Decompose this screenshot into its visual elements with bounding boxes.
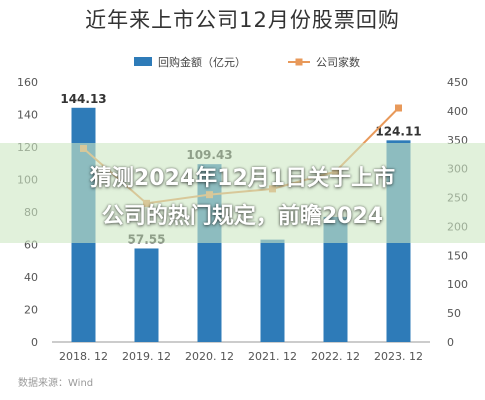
legend-line-label: 公司家数 — [316, 55, 360, 69]
y-left-tick-label: 140 — [17, 109, 38, 122]
overlay-headline-line-2: 公司的热门规定，前瞻2024 — [101, 204, 384, 229]
y-right-tick-label: 450 — [447, 76, 468, 89]
bar — [260, 239, 285, 342]
y-left-tick-label: 0 — [31, 336, 38, 349]
line-point — [395, 104, 402, 112]
x-tick-label: 2020. 12 — [185, 350, 234, 363]
y-right-tick-label: 400 — [447, 105, 468, 118]
y-right-tick-label: 150 — [447, 249, 468, 262]
x-tick-label: 2021. 12 — [248, 350, 297, 363]
y-left-tick-label: 40 — [24, 271, 38, 284]
y-left-tick-label: 20 — [24, 304, 38, 317]
y-right-tick-label: 0 — [447, 336, 454, 349]
x-tick-label: 2023. 12 — [374, 350, 423, 363]
bar-value-label: 144.13 — [60, 92, 106, 106]
overlay-headline: 猜测2024年12月1日关于上市 公司的热门规定，前瞻2024 — [0, 160, 485, 236]
y-left-tick-label: 160 — [17, 76, 38, 89]
y-right-tick-label: 100 — [447, 278, 468, 291]
legend-bar-label: 回购金额（亿元） — [158, 55, 246, 69]
overlay-band — [0, 143, 485, 243]
bar — [134, 248, 159, 342]
legend-bar-swatch — [134, 57, 152, 66]
bar-value-label: 124.11 — [375, 124, 421, 138]
x-tick-label: 2019. 12 — [122, 350, 171, 363]
overlay-headline-line-1: 猜测2024年12月1日关于上市 — [89, 166, 396, 191]
source-note: 数据来源：Wind — [18, 378, 94, 389]
y-right-tick-label: 50 — [447, 307, 461, 320]
chart-title: 近年来上市公司12月份股票回购 — [85, 8, 400, 32]
x-tick-label: 2018. 12 — [59, 350, 108, 363]
legend-line-marker — [295, 58, 303, 66]
x-tick-label: 2022. 12 — [311, 350, 360, 363]
